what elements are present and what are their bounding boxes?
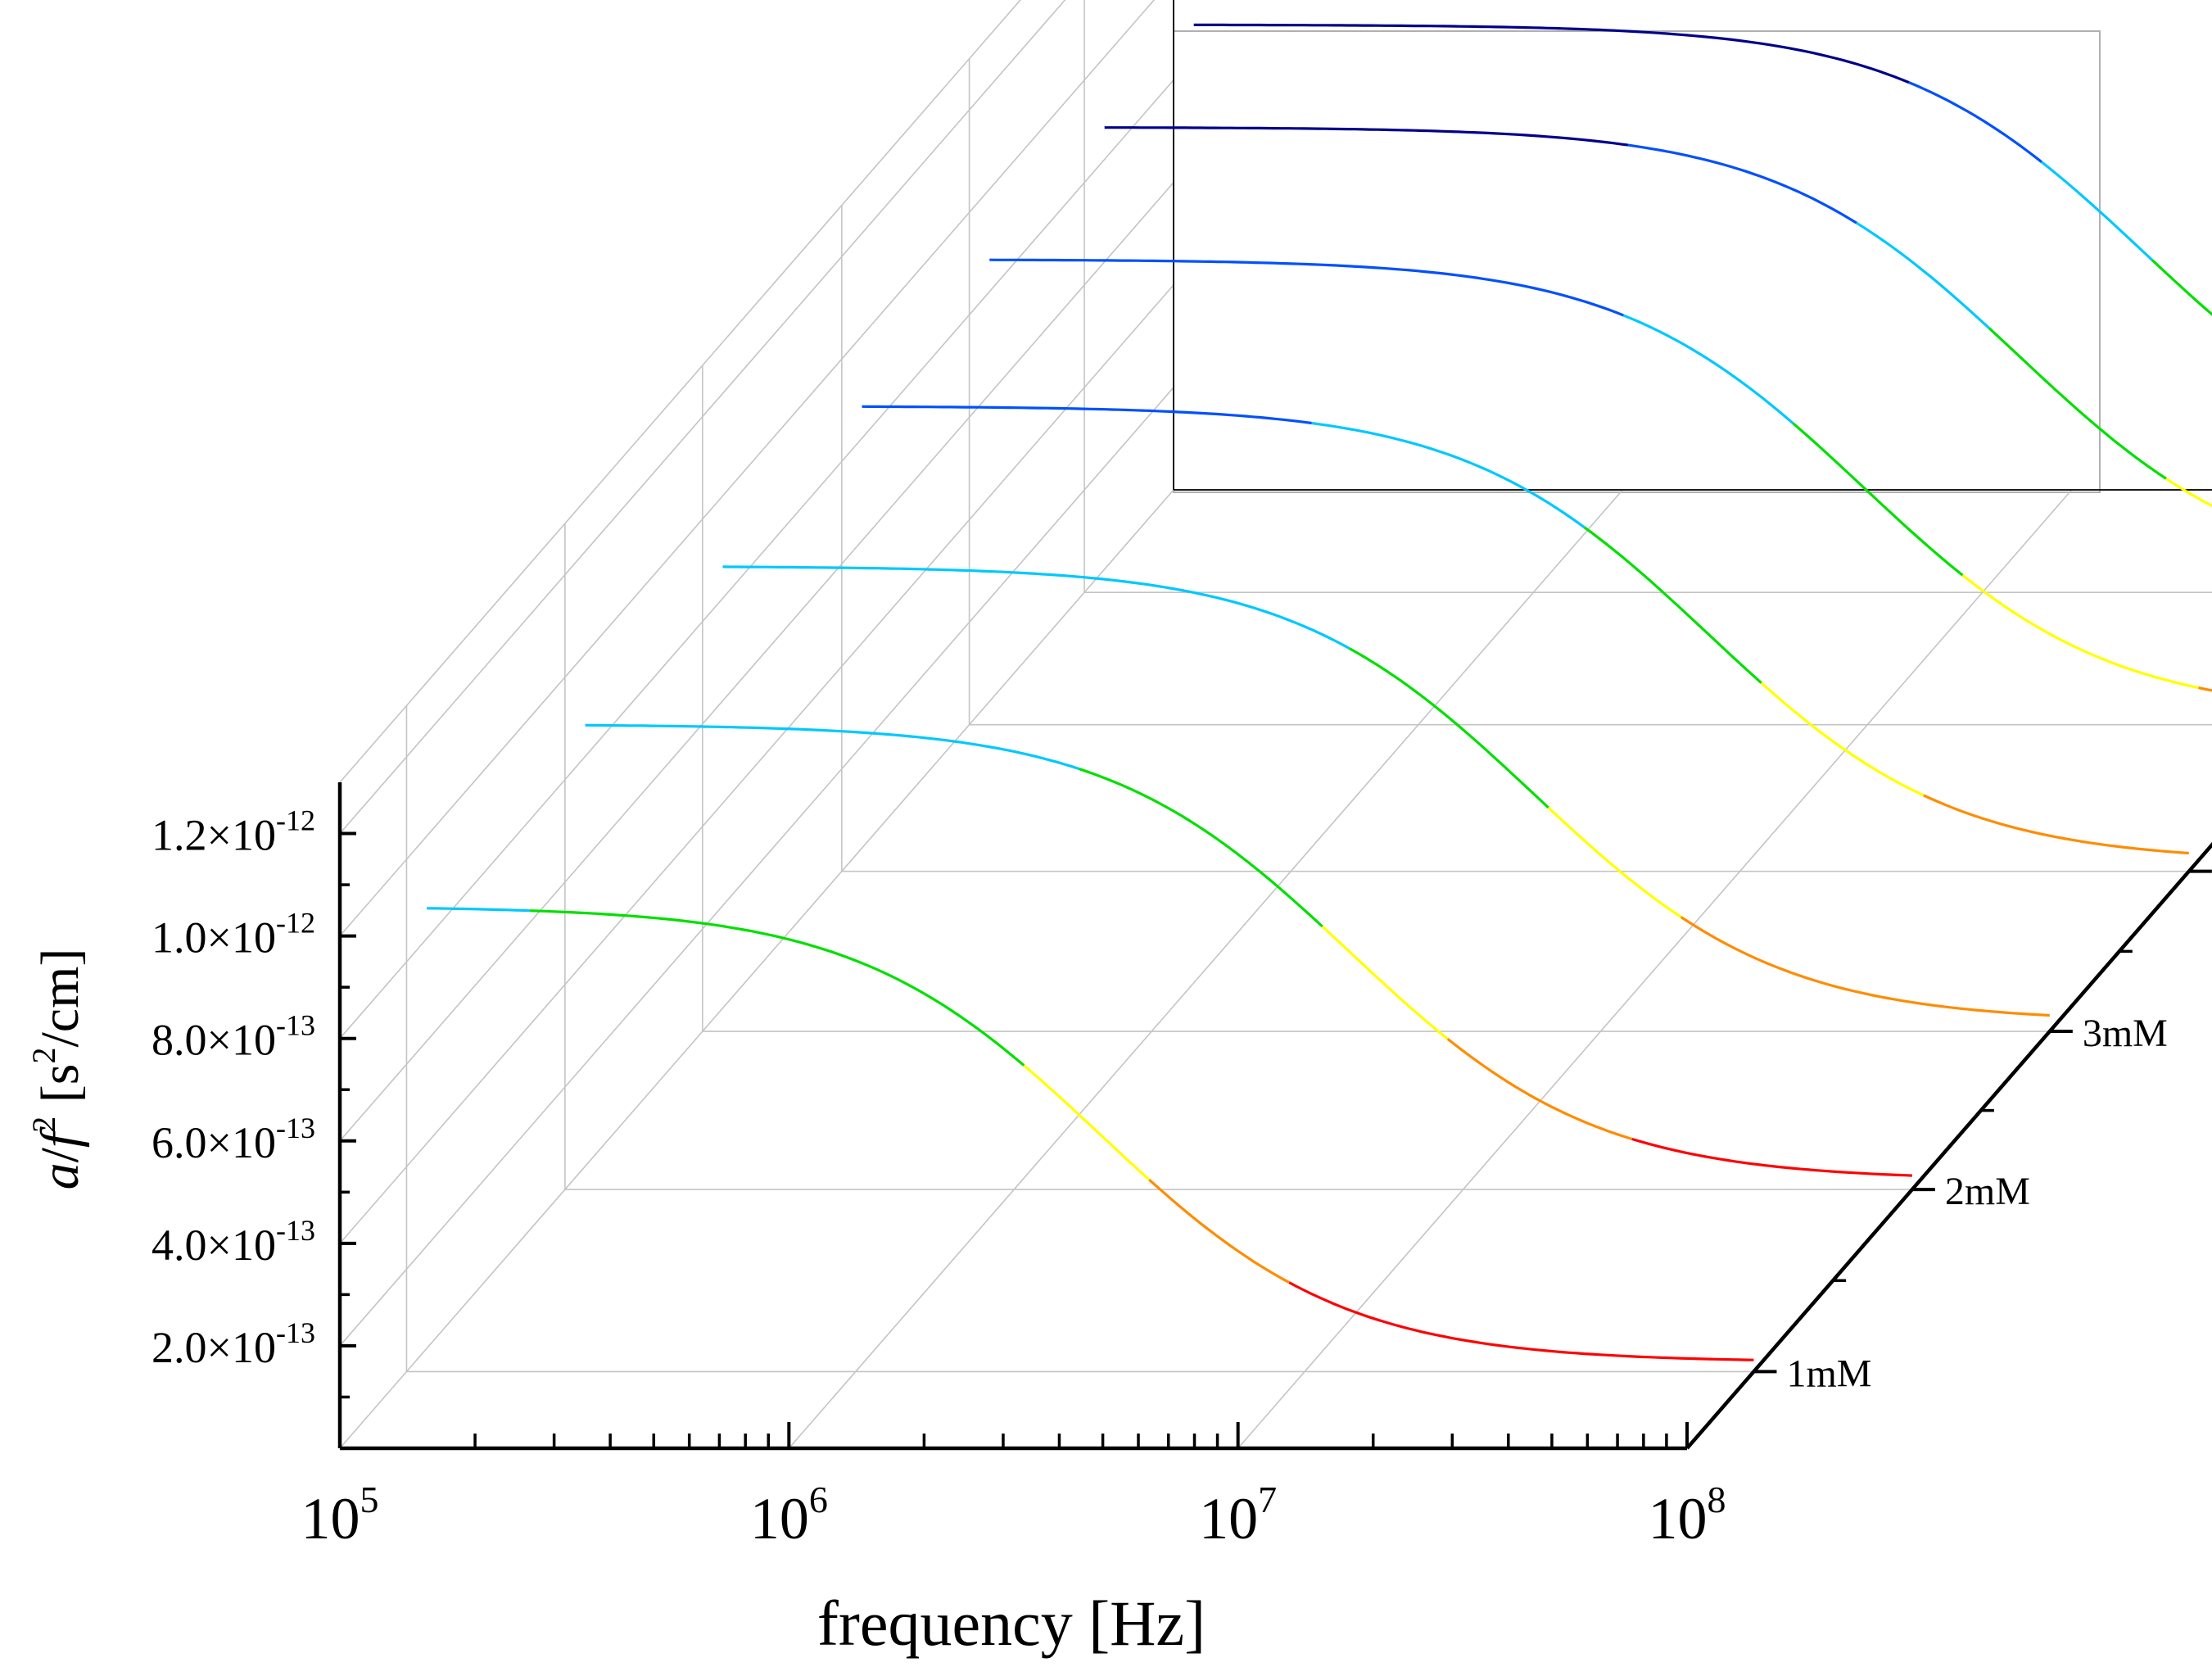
series-segment-3mM [1680, 916, 2050, 1017]
x-tick-label-5: 105 [301, 1479, 379, 1551]
series-2mM [585, 723, 1912, 1177]
series-segment-10mM [2151, 259, 2212, 316]
series-1mM [427, 907, 1754, 1361]
series-segment-4mM [862, 405, 1312, 425]
z-axis-line [1685, 841, 2212, 1450]
z-tick-label-2mM: 2mM [1945, 1170, 2030, 1213]
series-segment-2mM [1079, 768, 1323, 928]
decade-gridline-7 [1237, 489, 2073, 1449]
series-segment-7.5mM [1104, 126, 1629, 147]
series-segment-7.5mM [1856, 221, 1991, 329]
x-tick-label-8: 108 [1649, 1479, 1726, 1551]
series-segment-1mM [427, 907, 531, 913]
series-segment-4mM [1923, 794, 2189, 855]
series-segment-1mM [530, 909, 1025, 1067]
series-segment-3mM [722, 565, 1350, 650]
series-segment-2mM [585, 723, 1080, 771]
series-segment-10mM [1193, 23, 1910, 84]
y-tick-label: 1.2×10-12 [152, 804, 315, 860]
z-tick-label-1mM: 1mM [1786, 1352, 1871, 1395]
y-axis-title: a/f2 [s2/cm] [25, 949, 90, 1190]
wall-level-4 [339, 79, 1174, 1040]
wall-level-3 [339, 182, 1174, 1142]
series-segment-5mM [989, 258, 1624, 317]
x-axis-title: frequency [Hz] [817, 1588, 1206, 1659]
series-segment-7.5mM [1988, 327, 2167, 480]
series-segment-7.5mM [1627, 143, 1857, 224]
series-segment-3mM [1348, 647, 1549, 809]
wall-level-2 [339, 284, 1174, 1244]
series-segment-7.5mM [2165, 477, 2212, 508]
series-segment-1mM [1148, 1179, 1291, 1284]
y-tick-label: 8.0×10-13 [152, 1009, 315, 1065]
z-tick-label-3mM: 3mM [2083, 1012, 2168, 1055]
series-segment-2mM [1321, 925, 1449, 1040]
wall-level-1 [339, 387, 1174, 1347]
y-tick-label: 1.0×10-12 [152, 907, 315, 963]
series-segment-1mM [1023, 1064, 1151, 1181]
series-segment-4mM [1311, 421, 1585, 529]
series-segment-5mM [2198, 686, 2212, 692]
series-segment-1mM [1288, 1281, 1754, 1361]
series-5mM [989, 258, 2212, 692]
x-tick-label-7: 107 [1199, 1479, 1277, 1551]
series-layer [427, 23, 2212, 1361]
series-segment-2mM [1446, 1038, 1633, 1141]
series-segment-5mM [1961, 573, 2199, 690]
series-4mM [862, 405, 2189, 855]
series-segment-3mM [1547, 806, 1682, 918]
grid-layer [339, 0, 2212, 1449]
series-3mM [722, 565, 2050, 1017]
series-segment-5mM [1622, 314, 1794, 425]
y-tick-label: 2.0×10-13 [152, 1316, 315, 1372]
series-segment-4mM [1760, 682, 1925, 797]
y-tick-label: 4.0×10-13 [152, 1214, 315, 1270]
series-segment-4mM [1583, 526, 1762, 684]
y-tick-label: 6.0×10-13 [152, 1112, 315, 1167]
wall-level-5 [339, 0, 1156, 937]
series-segment-10mM [1908, 81, 2042, 163]
wall-level-7 [339, 0, 1021, 783]
x-tick-label-6: 106 [750, 1479, 828, 1551]
series-10mM [1193, 23, 2212, 316]
series-segment-2mM [1631, 1137, 1912, 1177]
series-segment-5mM [1792, 422, 1964, 577]
wall-level-6 [339, 0, 1066, 835]
axes-layer [337, 782, 2212, 1451]
wall-level-0 [339, 489, 1174, 1449]
series-segment-10mM [2040, 161, 2153, 261]
decade-gridline-6 [788, 489, 1623, 1449]
series-7.5mM [1104, 126, 2212, 508]
tick-layer: 105 106 107 108 2.0×10-13 4.0×10-13 6.0×10-13 8… [152, 804, 2212, 1551]
